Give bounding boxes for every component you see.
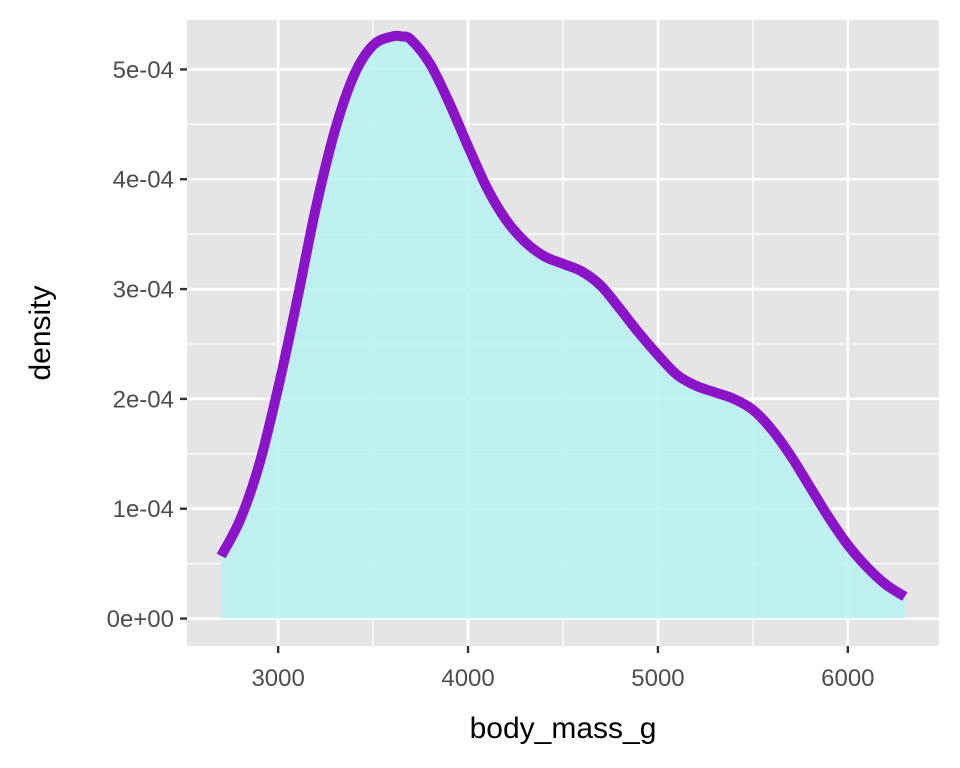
y-tick-label: 4e-04: [113, 167, 174, 194]
density-line: [216, 30, 908, 601]
x-axis: 3000 4000 5000 6000: [251, 646, 875, 692]
x-tick-label: 6000: [821, 665, 874, 692]
x-tick-label: 5000: [631, 665, 684, 692]
x-tick-label: 3000: [251, 665, 304, 692]
y-tick-label: 2e-04: [113, 386, 174, 413]
y-axis: 0e+00 1e-04 2e-04 3e-04 4e-04 5e-04: [107, 57, 187, 633]
y-tick-label: 1e-04: [113, 496, 174, 523]
x-axis-title: body_mass_g: [470, 712, 657, 745]
y-tick-label: 0e+00: [107, 606, 174, 633]
y-axis-title: density: [24, 285, 57, 380]
y-tick-label: 5e-04: [113, 57, 174, 84]
density-area: [221, 35, 905, 619]
y-tick-label: 3e-04: [113, 277, 174, 304]
x-tick-label: 4000: [441, 665, 494, 692]
